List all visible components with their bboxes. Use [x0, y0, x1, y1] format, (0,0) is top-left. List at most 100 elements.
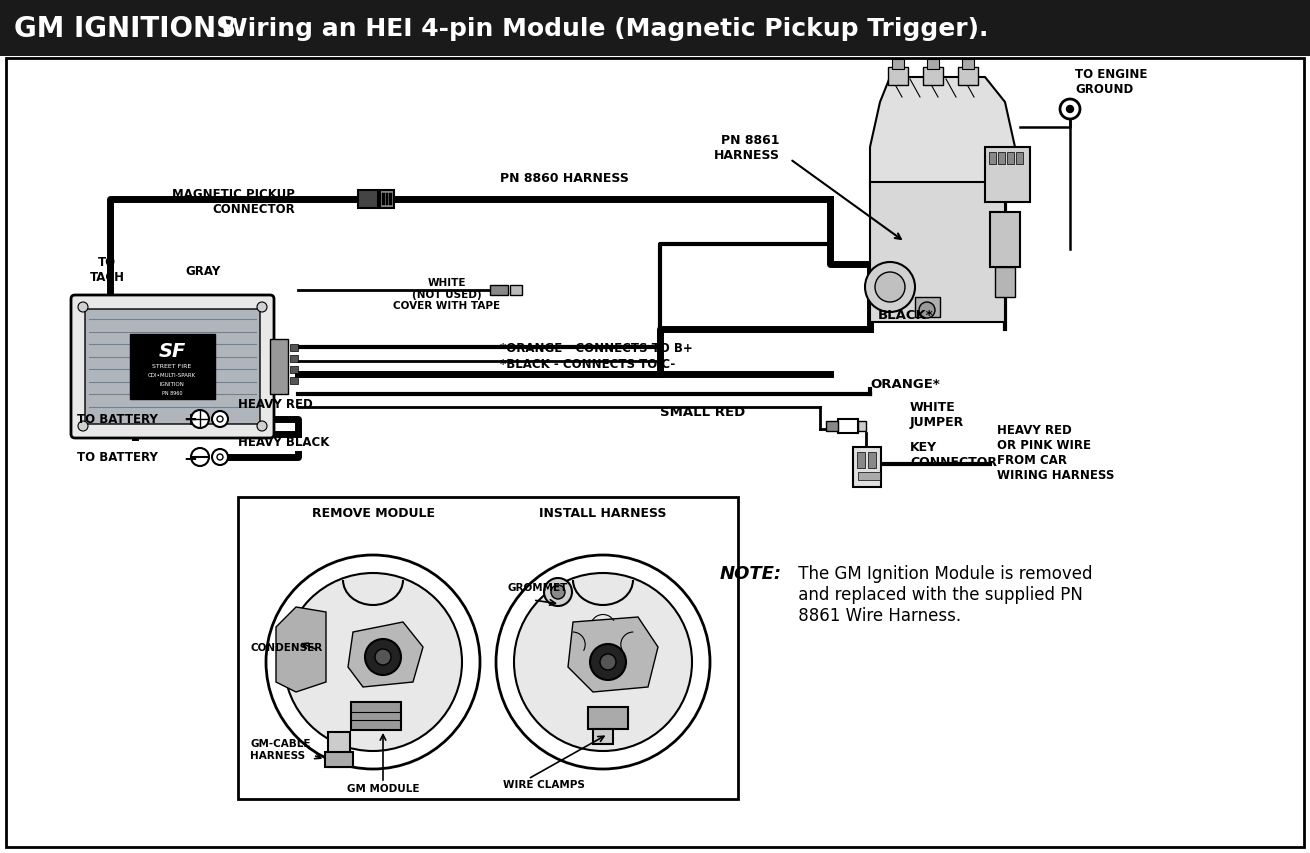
Bar	[924, 68, 943, 86]
Bar	[1017, 153, 1023, 165]
Text: PN 8960: PN 8960	[161, 391, 182, 396]
Circle shape	[1066, 107, 1073, 113]
Text: HEAVY RED
OR PINK WIRE
FROM CAR
WIRING HARNESS: HEAVY RED OR PINK WIRE FROM CAR WIRING H…	[997, 423, 1115, 481]
FancyBboxPatch shape	[85, 310, 259, 425]
Bar	[914, 298, 941, 317]
Text: BLACK*: BLACK*	[878, 309, 934, 322]
Text: GROMMET: GROMMET	[508, 583, 569, 592]
Circle shape	[191, 410, 210, 428]
Text: Wiring an HEI 4-pin Module (Magnetic Pickup Trigger).: Wiring an HEI 4-pin Module (Magnetic Pic…	[220, 17, 988, 41]
Text: HEAVY RED: HEAVY RED	[238, 397, 313, 410]
Text: MAGNETIC PICKUP
CONNECTOR: MAGNETIC PICKUP CONNECTOR	[172, 188, 295, 216]
Circle shape	[365, 639, 401, 676]
Bar	[351, 702, 401, 730]
Text: *BLACK - CONNECTS TO C-: *BLACK - CONNECTS TO C-	[500, 357, 675, 370]
Text: INSTALL HARNESS: INSTALL HARNESS	[540, 507, 667, 519]
Text: The GM Ignition Module is removed
 and replaced with the supplied PN
 8861 Wire : The GM Ignition Module is removed and re…	[793, 565, 1093, 624]
Polygon shape	[870, 78, 1015, 188]
Polygon shape	[348, 623, 423, 688]
Text: SF: SF	[159, 342, 186, 361]
Bar	[857, 452, 865, 468]
Bar	[827, 421, 838, 432]
Bar	[130, 334, 215, 399]
Bar	[380, 191, 394, 209]
Bar	[990, 212, 1020, 268]
Text: TO BATTERY: TO BATTERY	[77, 413, 159, 426]
Circle shape	[79, 421, 88, 432]
Circle shape	[217, 455, 223, 461]
Text: GM IGNITIONS: GM IGNITIONS	[14, 15, 236, 43]
Bar	[593, 729, 613, 744]
Polygon shape	[276, 607, 326, 692]
Bar	[290, 378, 297, 385]
Bar	[290, 367, 297, 374]
Text: ORANGE*: ORANGE*	[870, 378, 939, 391]
Bar	[0, 0, 1310, 57]
Text: STREET FIRE: STREET FIRE	[152, 364, 191, 369]
Bar	[510, 286, 521, 296]
Polygon shape	[569, 618, 658, 692]
Circle shape	[875, 273, 905, 303]
Circle shape	[920, 303, 935, 319]
Circle shape	[191, 449, 210, 467]
Bar	[869, 452, 876, 468]
Circle shape	[217, 416, 223, 422]
Bar	[892, 60, 904, 70]
Bar	[328, 732, 350, 767]
Circle shape	[544, 578, 572, 606]
Bar	[290, 356, 297, 363]
Bar	[989, 153, 996, 165]
Circle shape	[865, 263, 914, 313]
Text: KEY
CONNECTOR: KEY CONNECTOR	[910, 440, 997, 468]
Bar	[985, 148, 1030, 203]
Circle shape	[212, 411, 228, 427]
Text: SMALL RED: SMALL RED	[660, 406, 745, 419]
Bar	[325, 752, 352, 767]
Circle shape	[590, 644, 626, 680]
Bar	[290, 345, 297, 351]
Circle shape	[284, 573, 462, 751]
Bar	[383, 194, 385, 206]
Text: −: −	[183, 449, 196, 467]
Text: WHITE
JUMPER: WHITE JUMPER	[910, 401, 964, 428]
Text: IGNITION: IGNITION	[160, 382, 185, 387]
Text: REMOVE MODULE: REMOVE MODULE	[312, 507, 435, 519]
Circle shape	[1060, 100, 1079, 120]
Circle shape	[496, 555, 710, 769]
Circle shape	[514, 573, 692, 751]
Text: *ORANGE - CONNECTS TO B+: *ORANGE - CONNECTS TO B+	[500, 341, 693, 355]
Circle shape	[212, 450, 228, 466]
Circle shape	[600, 654, 616, 670]
Circle shape	[375, 649, 390, 665]
Text: WIRE CLAMPS: WIRE CLAMPS	[503, 779, 584, 789]
Text: GRAY: GRAY	[185, 264, 220, 278]
Bar	[358, 191, 379, 209]
Text: TO
TACH: TO TACH	[89, 256, 124, 284]
Bar	[998, 153, 1005, 165]
Text: GM MODULE: GM MODULE	[347, 783, 419, 793]
Text: PN 8861
HARNESS: PN 8861 HARNESS	[714, 134, 779, 162]
Circle shape	[552, 585, 565, 600]
Bar	[858, 473, 880, 480]
Bar	[385, 194, 388, 206]
Text: TO BATTERY: TO BATTERY	[77, 451, 159, 464]
Bar	[270, 339, 288, 395]
Bar	[888, 68, 908, 86]
Text: CONDENSER: CONDENSER	[250, 642, 322, 653]
Text: CDI•MULTI-SPARK: CDI•MULTI-SPARK	[148, 373, 196, 378]
Bar	[870, 183, 1005, 322]
Text: NOTE:: NOTE:	[721, 565, 782, 583]
Bar	[962, 60, 975, 70]
Circle shape	[79, 303, 88, 313]
Bar	[389, 194, 392, 206]
Text: HEAVY BLACK: HEAVY BLACK	[238, 436, 329, 449]
Circle shape	[257, 303, 267, 313]
Circle shape	[266, 555, 479, 769]
Text: PN 8860 HARNESS: PN 8860 HARNESS	[500, 171, 629, 184]
Bar	[588, 707, 627, 729]
Bar	[238, 497, 738, 799]
Text: GM-CABLE
HARNESS: GM-CABLE HARNESS	[250, 739, 310, 760]
Bar	[958, 68, 979, 86]
FancyBboxPatch shape	[71, 296, 274, 438]
Text: +: +	[183, 410, 196, 428]
